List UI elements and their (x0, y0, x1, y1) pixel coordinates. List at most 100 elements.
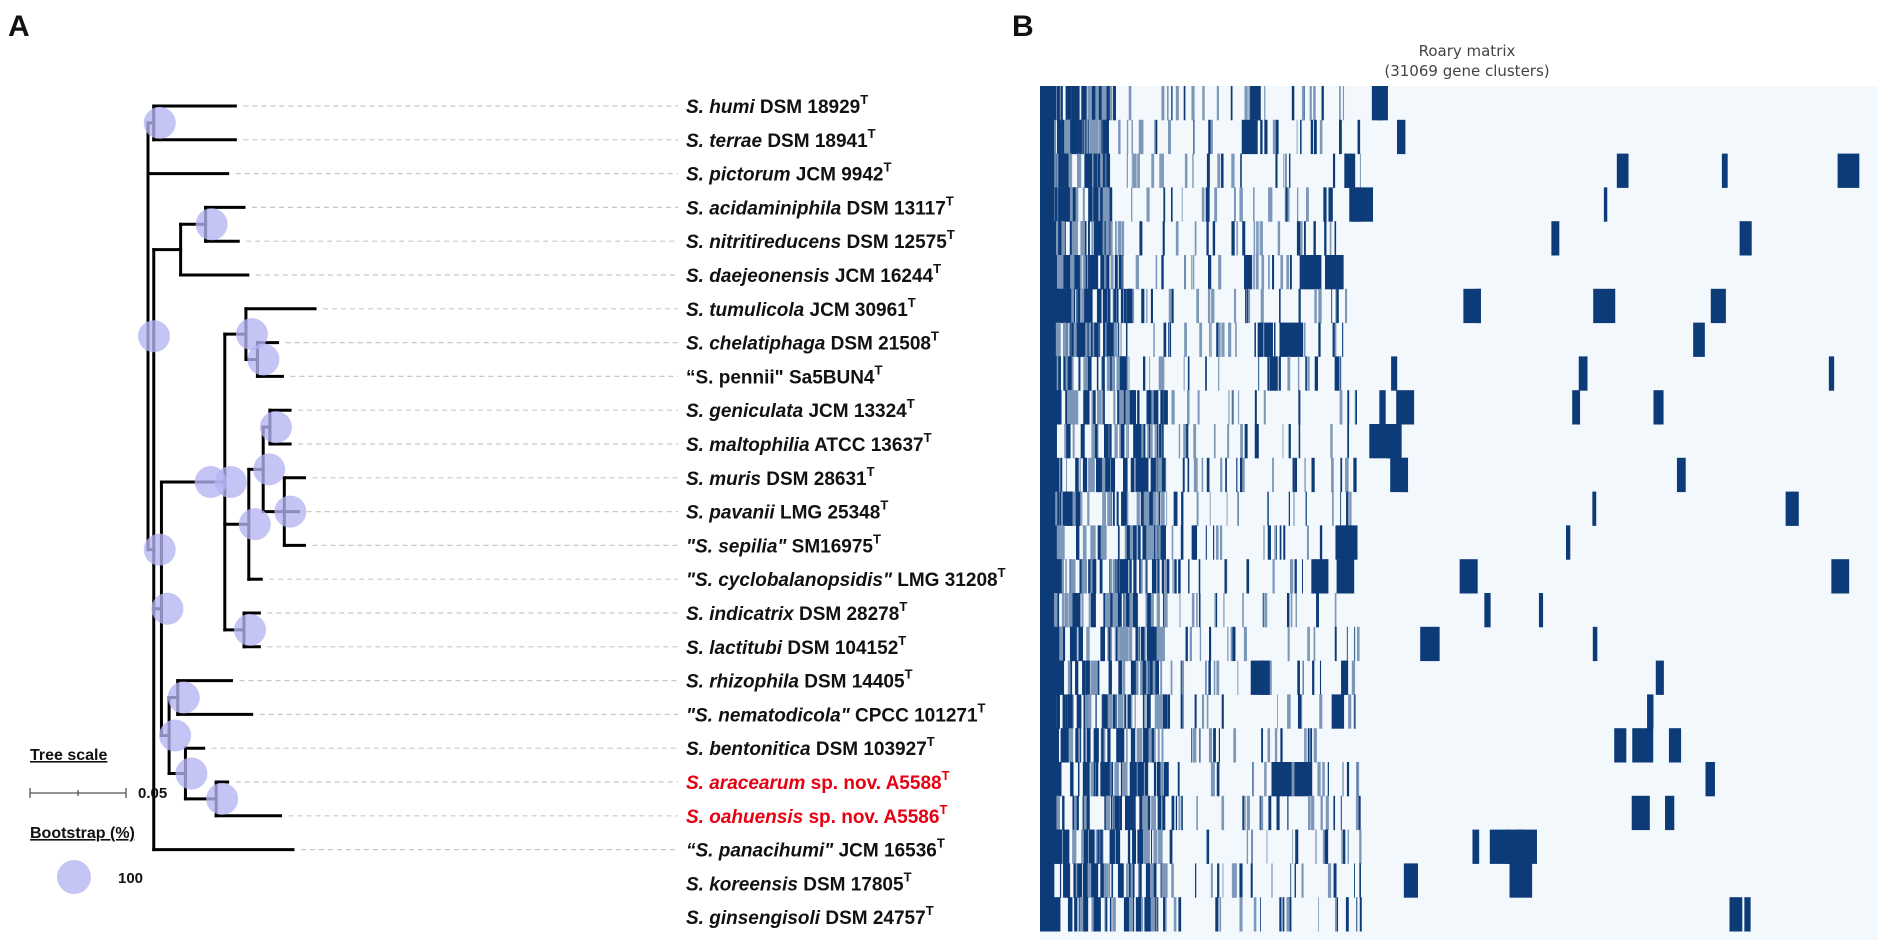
gene-block (1199, 728, 1201, 763)
gene-block (1066, 153, 1071, 188)
gene-block (1055, 795, 1060, 831)
gene-block (1244, 424, 1248, 459)
gene-block (1126, 119, 1129, 155)
gene-block (1297, 660, 1300, 695)
gene-block (1148, 626, 1153, 662)
gene-block (1309, 86, 1312, 121)
gene-block (1198, 593, 1201, 628)
gene-block (1072, 593, 1077, 628)
gene-block (1354, 390, 1356, 425)
gene-block (1286, 187, 1290, 222)
gene-block (1063, 863, 1066, 898)
gene-block (1104, 255, 1106, 290)
gene-block (1113, 897, 1115, 932)
gene-block (1065, 559, 1067, 594)
gene-block (1082, 525, 1087, 560)
gene-block (1166, 559, 1170, 594)
gene-block (1145, 660, 1148, 695)
gene-block (1330, 424, 1333, 459)
gene-block (1149, 863, 1154, 898)
gene-block (1208, 660, 1211, 695)
gene-block (1603, 187, 1608, 222)
gene-block (1653, 390, 1664, 425)
taxon-strain: sp. nov. A5588 (805, 773, 941, 794)
gene-block (1235, 322, 1237, 357)
gene-block (1278, 356, 1281, 391)
gene-block (1311, 457, 1315, 493)
gene-block (1059, 356, 1061, 391)
gene-block (1287, 694, 1289, 729)
gene-block (1118, 119, 1121, 155)
gene-block (1126, 728, 1128, 763)
gene-block (1058, 187, 1061, 222)
gene-block (1288, 153, 1291, 188)
gene-block (1127, 424, 1129, 459)
gene-block (1151, 626, 1156, 662)
gene-block (1124, 593, 1127, 628)
gene-block (1224, 559, 1227, 594)
gene-block (1102, 153, 1105, 188)
gene-block (1102, 491, 1106, 526)
gene-block (1069, 187, 1073, 222)
gene-block (1137, 153, 1140, 188)
gene-block (1099, 221, 1102, 256)
gene-block (1094, 119, 1099, 155)
gene-block (1313, 86, 1316, 121)
gene-block (1181, 660, 1185, 695)
gene-block (1239, 863, 1243, 898)
gene-block (1126, 356, 1129, 391)
taxon-species: S. rhizophila (686, 672, 799, 693)
gene-block (1040, 255, 1059, 290)
gene-block (1296, 119, 1298, 155)
gene-block (1304, 728, 1307, 763)
gene-block (1484, 593, 1491, 628)
gene-block (1218, 356, 1220, 391)
bootstrap-circle (143, 106, 176, 139)
gene-block (1128, 863, 1131, 898)
gene-block (1154, 694, 1159, 729)
gene-block (1138, 525, 1141, 560)
gene-block (1082, 457, 1086, 493)
gene-block (1070, 762, 1074, 797)
gene-block (1125, 457, 1128, 493)
gene-block (1080, 322, 1085, 357)
gene-block (1186, 424, 1189, 459)
gene-block (1260, 119, 1263, 155)
gene-block (1086, 626, 1090, 662)
gene-block (1158, 829, 1163, 864)
gene-block (1236, 457, 1238, 493)
taxon-strain: LMG 31208 (892, 570, 998, 591)
gene-block (1068, 593, 1073, 628)
gene-block (1149, 593, 1154, 628)
taxon-species: S. pavanii (686, 503, 775, 524)
gene-block (1071, 491, 1077, 526)
gene-block (1068, 390, 1073, 425)
gene-block (1040, 525, 1059, 560)
gene-block (1105, 457, 1111, 493)
gene-block (1077, 863, 1083, 898)
gene-block (1059, 153, 1064, 188)
gene-block (1284, 153, 1287, 188)
gene-block (1129, 390, 1135, 425)
gene-block (1283, 525, 1286, 560)
gene-block (1254, 390, 1256, 425)
gene-block (1259, 795, 1261, 831)
gene-block (1272, 119, 1276, 155)
gene-block (1140, 491, 1144, 526)
gene-block (1059, 288, 1065, 324)
gene-block (1144, 762, 1149, 797)
matrix-title: Roary matrix (1419, 42, 1516, 60)
gene-block (1082, 187, 1085, 222)
gene-block (1183, 86, 1186, 121)
matrix-subtitle: (31069 gene clusters) (1384, 62, 1549, 80)
bootstrap-circle (194, 466, 227, 499)
gene-block (1489, 829, 1511, 864)
gene-block (1264, 593, 1268, 628)
gene-block (1246, 559, 1250, 594)
gene-block (1111, 626, 1113, 662)
gene-block (1076, 322, 1082, 357)
gene-block (1078, 119, 1082, 155)
gene-block (1268, 795, 1272, 831)
gene-block (1181, 187, 1183, 222)
